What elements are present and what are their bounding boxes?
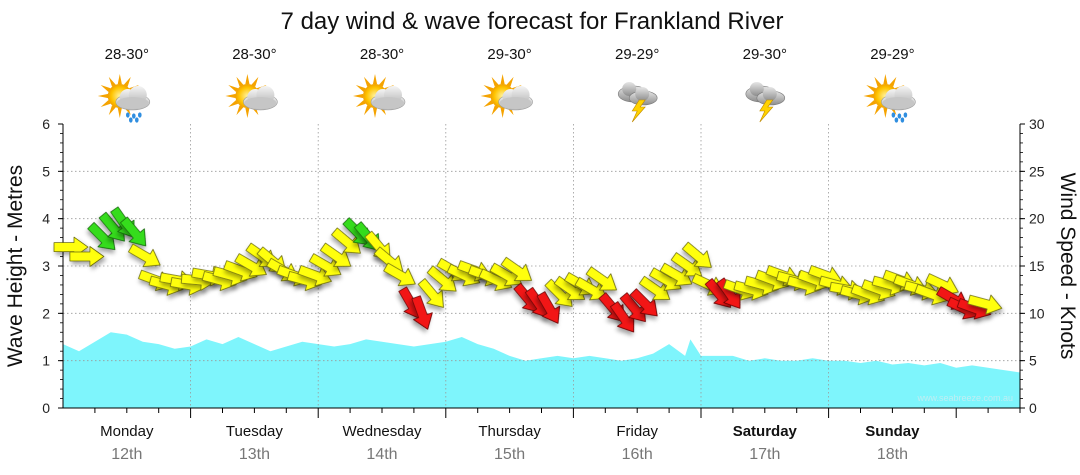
wind-arrow [681,241,712,268]
wind-arrow [585,266,617,291]
wind-arrow [544,278,573,307]
day-name-label: Monday [100,423,154,440]
day-temperature: 28-30° [232,46,276,63]
y-left-tick-label: 0 [42,400,50,416]
wind-arrow [670,252,703,277]
wind-arrow [69,246,105,267]
y-axis-left-title: Wave Height - Metres [4,165,27,367]
y-right-tick-label: 0 [1029,400,1037,416]
day-date-label: 12th [111,446,142,463]
day-date-label: 15th [494,446,525,463]
day-name-label: Thursday [478,423,541,440]
y-right-tick-label: 30 [1029,116,1045,132]
y-left-tick-label: 1 [42,353,50,369]
wind-arrow [638,275,671,301]
wind-arrow [426,265,457,292]
wind-arrow [574,276,608,301]
day-temperature: 29-29° [615,46,659,63]
wave-series [63,332,1020,408]
wind-series [53,206,1003,333]
wind-arrow [234,253,267,277]
y-left-tick-label: 5 [42,163,50,179]
y-right-tick-label: 5 [1029,353,1037,369]
axes: 0 1 2 3 4 5 6 0 5 10 15 20 25 30 [42,116,1045,418]
y-right-tick-label: 25 [1029,163,1045,179]
wind-arrow [716,277,741,309]
day-date-label: 16th [622,446,653,463]
y-left-tick-label: 4 [42,211,50,227]
wind-arrow [967,294,1003,315]
day-headers: 28-30° Monday 12th 28-30° Tuesday 13th 28-30° W… [97,46,920,463]
wind-arrow [619,292,646,323]
wind-arrow [383,262,416,287]
storm-cloud-icon [617,82,658,123]
sun-cloud-rain-icon [863,74,916,123]
y-right-tick-label: 15 [1029,258,1045,274]
day-date-label: 14th [366,446,397,463]
sun-cloud-icon [225,74,278,118]
storm-cloud-icon [745,82,786,123]
y-right-tick-label: 20 [1029,211,1045,227]
wind-arrow [659,262,693,287]
wind-arrow [331,227,361,254]
day-name-label: Sunday [865,423,920,440]
chart-title: 7 day wind & wave forecast for Frankland… [281,8,784,35]
sun-cloud-icon [480,74,533,118]
y-right-tick-label: 10 [1029,305,1045,321]
day-temperature: 29-29° [870,46,914,63]
day-date-label: 13th [239,446,270,463]
grid [63,124,1020,408]
wind-arrow [98,211,125,242]
sun-cloud-rain-icon [97,74,151,123]
wind-arrow [417,278,444,308]
wind-arrow [120,216,147,247]
wind-arrow [500,256,532,282]
wind-arrow [536,291,561,324]
sun-cloud-icon [353,74,406,118]
wind-arrow [319,242,352,267]
day-name-label: Friday [616,423,658,440]
wind-arrow [297,265,332,287]
day-date-label: 17th [749,446,780,463]
watermark: www.seabreeze.com.au [916,393,1013,403]
day-name-label: Tuesday [226,423,283,440]
wind-arrow [629,288,658,317]
y-left-tick-label: 2 [42,305,50,321]
day-temperature: 28-30° [105,46,149,63]
day-temperature: 28-30° [360,46,404,63]
day-date-label: 18th [877,446,908,463]
day-name-label: Saturday [733,423,798,440]
day-name-label: Wednesday [343,423,422,440]
day-temperature: 29-30° [487,46,531,63]
wind-arrow [411,295,433,330]
y-left-tick-label: 6 [42,116,50,132]
wind-arrow [308,253,342,277]
wind-arrow [128,243,161,268]
y-axis-right-title: Wind Speed - Knots [1056,173,1079,360]
day-temperature: 29-30° [743,46,787,63]
wave-height-area [63,332,1020,408]
y-left-tick-label: 3 [42,258,50,274]
